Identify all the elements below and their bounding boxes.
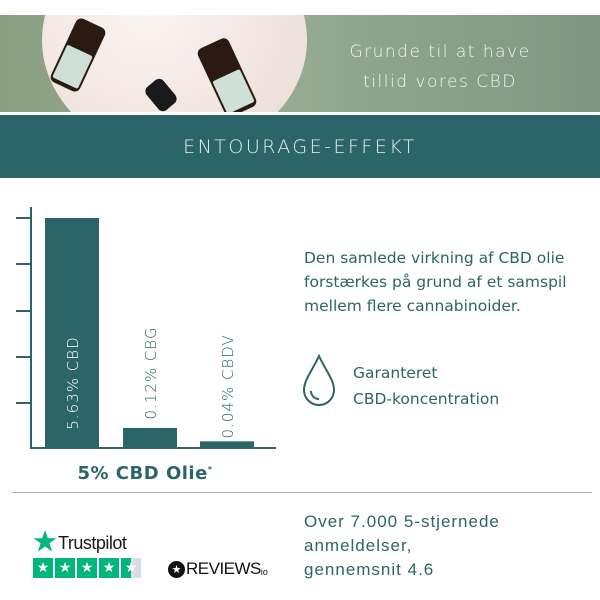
- guarantee-text: Garanteret CBD-koncentration: [353, 360, 499, 412]
- section-title: ENTOURAGE-EFFEKT: [0, 115, 600, 178]
- bar-cbdv: [200, 441, 254, 448]
- bar-label: 0.04% CBDV: [219, 334, 237, 438]
- half-star-icon: ★: [121, 558, 141, 578]
- bar-chart: 5.63% CBD 0.12% CBG 0.04% CBDV: [16, 207, 276, 449]
- bar-label: 5.63% CBD: [64, 336, 82, 429]
- trustpilot-logo[interactable]: Trustpilot: [58, 533, 127, 553]
- hero-banner: Grunde til at have tillid vores CBD: [0, 15, 600, 112]
- divider: [12, 492, 592, 493]
- star-icon: ★: [77, 558, 97, 578]
- reviewsio-logo[interactable]: ★ REVIEWS io: [168, 559, 268, 579]
- bar-cbg: [123, 427, 177, 448]
- reviewsio-name: REVIEWS: [186, 559, 261, 578]
- star-icon: ★: [99, 558, 119, 578]
- reviews-summary: Over 7.000 5-stjernede anmeldelser, genn…: [304, 510, 500, 582]
- star-icon: ★: [55, 558, 75, 578]
- guarantee-line: CBD-koncentration: [353, 390, 500, 408]
- hero-title: Grunde til at have tillid vores CBD: [320, 37, 560, 97]
- hero-title-line: Grunde til at have: [349, 42, 531, 62]
- footnote-mark: *: [207, 465, 213, 474]
- reviewsio-suffix: io: [260, 567, 268, 577]
- guarantee-line: Garanteret: [353, 364, 438, 382]
- description: Den samlede virkning af CBD olie forstær…: [304, 249, 567, 315]
- bar-label: 0.12% CBG: [142, 326, 160, 419]
- reviews-line: gennemsnit 4.6: [304, 560, 435, 579]
- drop-icon: [302, 353, 336, 406]
- bar-cbd: [45, 218, 99, 448]
- star-icon: ★: [33, 558, 53, 578]
- reviews-line: anmeldelser,: [304, 536, 413, 555]
- trustpilot-rating: ★ ★ ★ ★ ★: [33, 558, 141, 578]
- reviews-line: Over 7.000 5-stjernede: [304, 512, 500, 531]
- trustpilot-star-icon: [33, 530, 57, 552]
- chart-xlabel-text: 5% CBD Olie: [77, 463, 208, 484]
- reviewsio-star-icon: ★: [168, 560, 185, 578]
- chart-xlabel: 5% CBD Olie*: [30, 463, 260, 484]
- hero-title-line: tillid vores CBD: [363, 72, 517, 92]
